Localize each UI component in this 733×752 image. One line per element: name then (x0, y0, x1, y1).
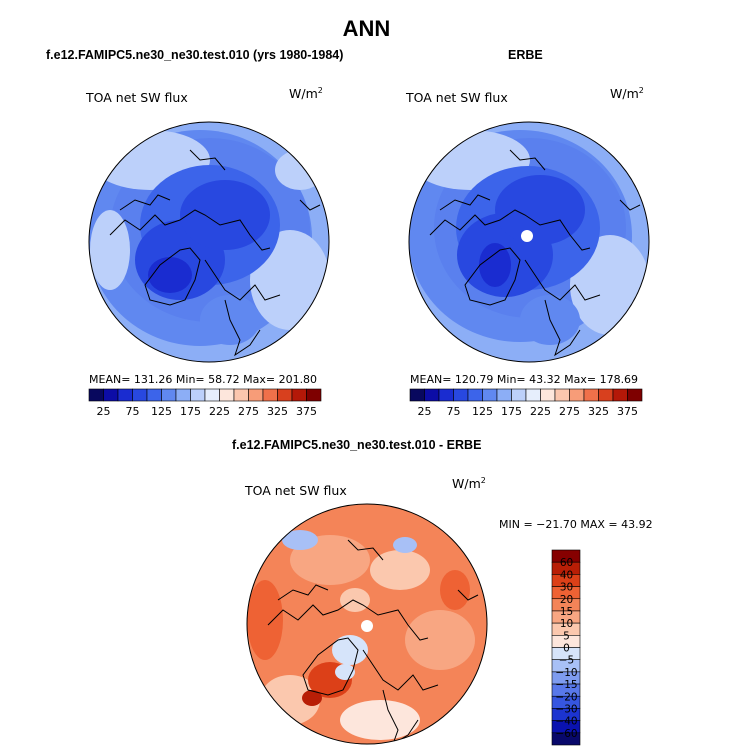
obs-colorbar-box (598, 388, 614, 402)
model-colorbar: 25 75 125 175 225 275 325 375 (88, 388, 322, 418)
diff-colorbar-tick-label: 15 (560, 606, 573, 618)
model-colorbar-box (146, 388, 162, 402)
obs-colorbar-box (627, 388, 643, 402)
model-colorbar-box (190, 388, 206, 402)
model-colorbar-box (219, 388, 235, 402)
model-map (88, 121, 330, 363)
model-colorbar-tick-label: 25 (97, 405, 111, 418)
model-colorbar-box (103, 388, 119, 402)
diff-map (246, 503, 488, 745)
model-colorbar-box (132, 388, 148, 402)
model-colorbar-box (88, 388, 104, 402)
obs-colorbar-box (511, 388, 527, 402)
obs-colorbar-box (409, 388, 425, 402)
diff-colorbar-tick-label: −60 (555, 728, 577, 740)
diff-colorbar-tick-label: 20 (560, 594, 573, 606)
obs-colorbar-box (583, 388, 599, 402)
model-colorbar-tick-label: 125 (151, 405, 172, 418)
diff-colorbar-tick-label: 5 (563, 630, 570, 642)
obs-colorbar-box (540, 388, 556, 402)
model-colorbar-box (262, 388, 278, 402)
model-colorbar-tick-label: 75 (126, 405, 140, 418)
diff-colorbar-tick-label: −5 (559, 655, 574, 667)
model-colorbar-box (248, 388, 264, 402)
obs-polar-gap (521, 230, 533, 242)
obs-colorbar-box (467, 388, 483, 402)
model-colorbar-box (204, 388, 220, 402)
obs-colorbar-box (554, 388, 570, 402)
obs-colorbar-box (453, 388, 469, 402)
model-units: W/m2 (289, 86, 323, 102)
model-colorbar-tick-label: 325 (267, 405, 288, 418)
model-colorbar-tick-label: 375 (296, 405, 317, 418)
model-colorbar-box (233, 388, 249, 402)
obs-colorbar: 25 75 125 175 225 275 325 375 (409, 388, 643, 418)
obs-field-label: TOA net SW flux (406, 90, 508, 105)
obs-colorbar-box (569, 388, 585, 402)
diff-colorbar-tick-label: 60 (560, 557, 573, 569)
model-colorbar-box (291, 388, 307, 402)
model-panel-title: f.e12.FAMIPC5.ne30_ne30.test.010 (yrs 19… (46, 48, 344, 62)
diff-colorbar-box (551, 732, 581, 746)
obs-colorbar-tick-label: 75 (447, 405, 461, 418)
obs-colorbar-tick-label: 275 (559, 405, 580, 418)
model-colorbar-box (277, 388, 293, 402)
diff-colorbar-tick-label: 10 (560, 618, 573, 630)
obs-colorbar-tick-label: 225 (530, 405, 551, 418)
diff-colorbar-tick-label: −30 (555, 703, 577, 715)
obs-colorbar-box (438, 388, 454, 402)
obs-colorbar-box (424, 388, 440, 402)
diff-field-label: TOA net SW flux (245, 483, 347, 498)
model-field-label: TOA net SW flux (86, 90, 188, 105)
model-colorbar-tick-label: 225 (209, 405, 230, 418)
obs-colorbar-box (525, 388, 541, 402)
obs-map (408, 121, 650, 363)
obs-colorbar-box (482, 388, 498, 402)
obs-colorbar-tick-label: 175 (501, 405, 522, 418)
diff-stats: MIN = −21.70 MAX = 43.92 (499, 518, 653, 531)
main-title: ANN (342, 16, 391, 41)
diff-colorbar-tick-label: 40 (560, 569, 573, 581)
obs-colorbar-tick-label: 125 (472, 405, 493, 418)
obs-colorbar-tick-label: 325 (588, 405, 609, 418)
model-colorbar-box (117, 388, 133, 402)
diff-panel-title: f.e12.FAMIPC5.ne30_ne30.test.010 - ERBE (232, 438, 482, 452)
obs-colorbar-tick-label: 25 (418, 405, 432, 418)
obs-colorbar-tick-label: 375 (617, 405, 638, 418)
model-stats: MEAN= 131.26 Min= 58.72 Max= 201.80 (89, 373, 318, 386)
obs-colorbar-box (612, 388, 628, 402)
model-colorbar-box (175, 388, 191, 402)
obs-panel-title: ERBE (508, 48, 543, 62)
obs-stats: MEAN= 120.79 Min= 43.32 Max= 178.69 (410, 373, 639, 386)
diff-colorbar-tick-label: −10 (555, 667, 577, 679)
obs-units: W/m2 (610, 86, 644, 102)
diff-colorbar-tick-label: 0 (563, 643, 570, 655)
diff-colorbar-tick-label: 30 (560, 582, 573, 594)
diff-polar-gap (361, 620, 373, 632)
model-colorbar-tick-label: 275 (238, 405, 259, 418)
model-colorbar-box (306, 388, 322, 402)
diff-colorbar-tick-label: −40 (555, 716, 577, 728)
model-colorbar-tick-label: 175 (180, 405, 201, 418)
obs-colorbar-box (496, 388, 512, 402)
diff-colorbar-tick-label: −15 (555, 679, 577, 691)
diff-colorbar-tick-label: −20 (555, 691, 577, 703)
model-colorbar-box (161, 388, 177, 402)
diff-units: W/m2 (452, 476, 486, 492)
